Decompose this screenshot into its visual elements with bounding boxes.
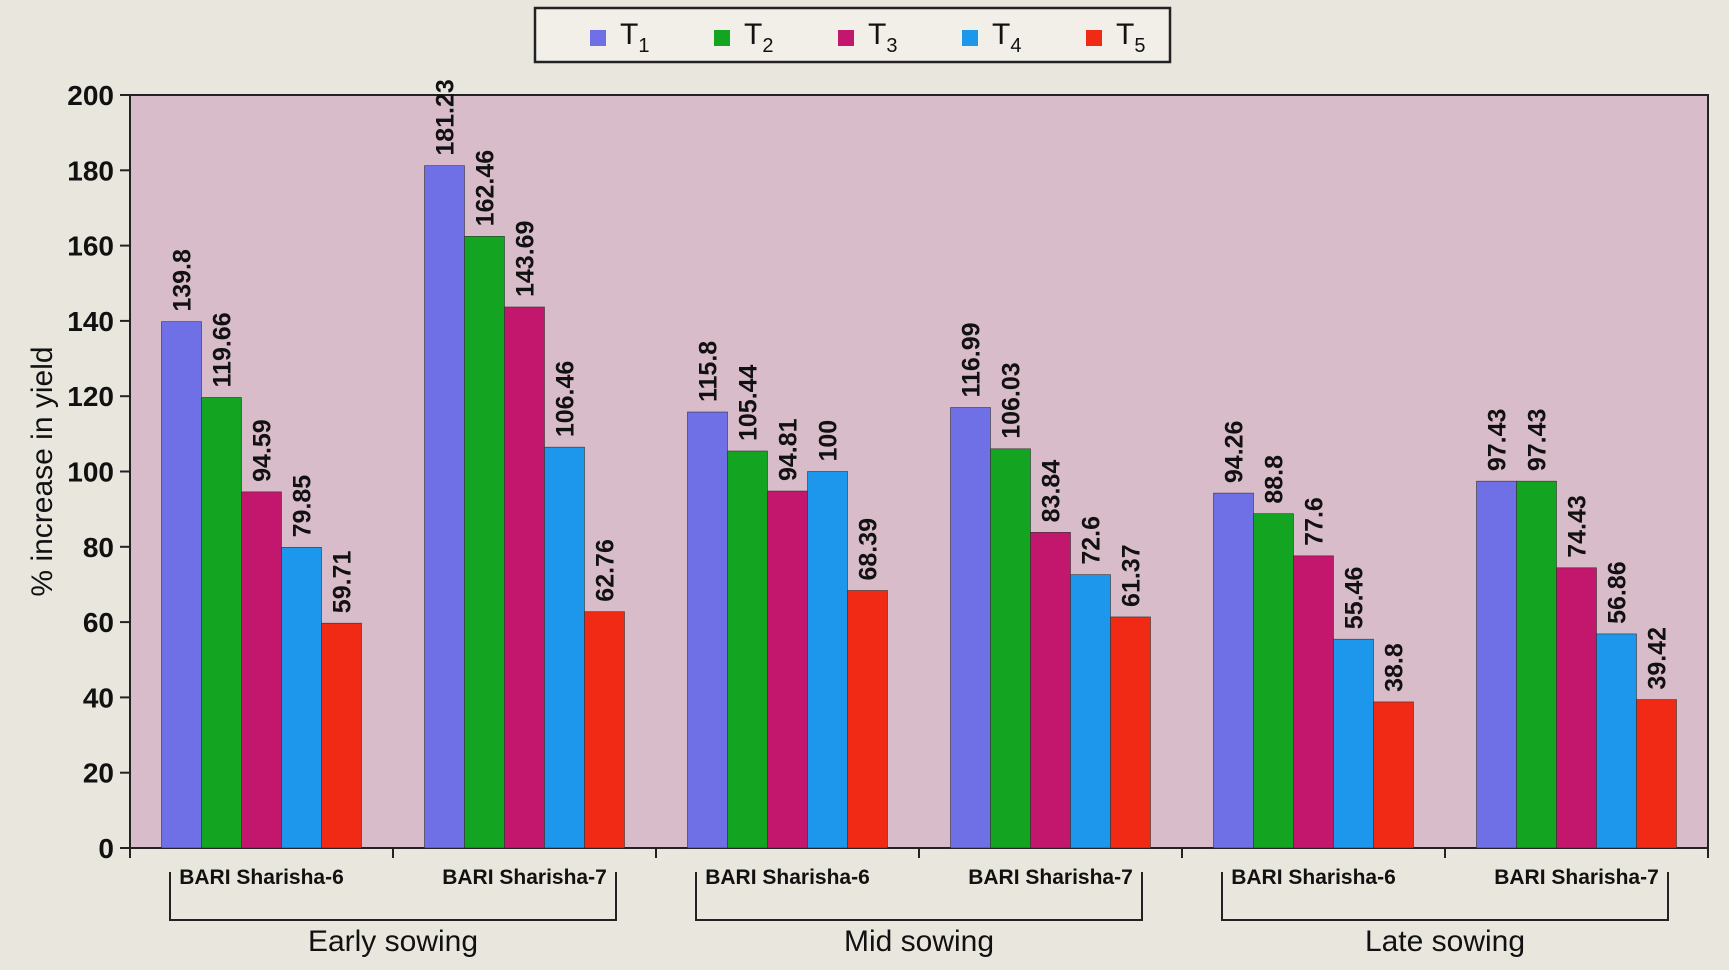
data-label: 97.43 — [1524, 409, 1552, 472]
data-label: 162.46 — [472, 150, 500, 226]
y-axis-title: % increase in yield — [26, 346, 59, 596]
legend-swatch — [838, 30, 854, 46]
bar — [1070, 574, 1111, 849]
category-label: BARI Sharisha-7 — [968, 866, 1133, 889]
legend-swatch — [962, 30, 978, 46]
legend-label: T5 — [1116, 18, 1145, 57]
bar — [464, 236, 505, 849]
y-tick-label: 180 — [67, 155, 114, 186]
bar — [1253, 513, 1294, 849]
category-label: BARI Sharisha-6 — [179, 866, 344, 889]
bar — [1516, 480, 1557, 849]
bar — [990, 448, 1031, 849]
bar — [1110, 616, 1151, 849]
group-label: Late sowing — [1365, 925, 1525, 958]
legend-swatch — [590, 30, 606, 46]
data-label: 39.42 — [1644, 627, 1672, 690]
bar — [1476, 480, 1517, 849]
legend — [533, 6, 1172, 64]
y-tick-label: 40 — [83, 682, 114, 713]
legend-swatch — [714, 30, 730, 46]
category-label: BARI Sharisha-6 — [705, 866, 870, 889]
data-label: 61.37 — [1118, 544, 1146, 607]
data-label: 181.23 — [432, 79, 460, 155]
data-label: 106.03 — [998, 362, 1026, 438]
data-label: 72.6 — [1078, 516, 1106, 565]
data-label: 143.69 — [512, 221, 540, 297]
category-label: BARI Sharisha-6 — [1231, 866, 1396, 889]
bar — [1373, 701, 1414, 849]
data-label: 139.8 — [169, 249, 197, 312]
data-label: 55.46 — [1341, 567, 1369, 630]
group-label: Mid sowing — [844, 925, 994, 958]
data-label: 83.84 — [1038, 460, 1066, 523]
bar — [847, 590, 888, 849]
y-tick-label: 20 — [83, 758, 114, 789]
bar — [950, 407, 991, 849]
y-tick-label: 120 — [67, 381, 114, 412]
bar — [767, 490, 808, 849]
data-label: 119.66 — [209, 312, 237, 387]
bar — [1030, 532, 1071, 849]
data-label: 97.43 — [1484, 409, 1512, 472]
group-bracket — [1221, 872, 1669, 921]
data-label: 62.76 — [592, 539, 620, 602]
y-tick-label: 80 — [83, 532, 114, 563]
data-label: 88.8 — [1261, 455, 1289, 504]
y-tick-label: 0 — [98, 833, 114, 864]
data-label: 100 — [815, 420, 843, 462]
data-label: 94.59 — [249, 419, 277, 482]
legend-label: T3 — [868, 18, 897, 57]
bar — [687, 411, 728, 849]
bar — [321, 622, 362, 849]
legend-label: T2 — [744, 18, 773, 57]
y-tick-label: 100 — [67, 457, 114, 488]
plot-area — [129, 94, 1709, 849]
legend-label: T4 — [992, 18, 1021, 57]
category-label: BARI Sharisha-7 — [1494, 866, 1659, 889]
bar — [424, 165, 465, 849]
legend-label: T1 — [620, 18, 649, 57]
bar — [807, 471, 848, 849]
data-label: 77.6 — [1301, 497, 1329, 546]
group-bracket — [169, 872, 617, 921]
data-label: 59.71 — [329, 551, 357, 614]
data-label: 116.99 — [958, 322, 986, 397]
data-label: 38.8 — [1381, 643, 1409, 692]
y-tick-label: 160 — [67, 231, 114, 262]
bar — [544, 446, 585, 849]
group-label: Early sowing — [308, 925, 478, 958]
data-label: 56.86 — [1604, 561, 1632, 624]
bar — [504, 306, 545, 849]
data-label: 74.43 — [1564, 495, 1592, 558]
bar — [281, 547, 322, 849]
bar — [1596, 633, 1637, 849]
bar — [1293, 555, 1334, 849]
data-label: 105.44 — [735, 364, 763, 441]
bar — [1213, 492, 1254, 849]
y-tick-label: 60 — [83, 607, 114, 638]
data-label: 94.26 — [1221, 421, 1249, 484]
group-bracket — [695, 872, 1143, 921]
bar — [1556, 567, 1597, 849]
category-label: BARI Sharisha-7 — [442, 866, 607, 889]
bar — [201, 397, 242, 849]
bar — [584, 611, 625, 849]
bar — [241, 491, 282, 849]
data-label: 115.8 — [695, 341, 723, 402]
y-tick-label: 200 — [67, 80, 114, 111]
bar — [1333, 638, 1374, 849]
y-tick-label: 140 — [67, 306, 114, 337]
data-label: 68.39 — [855, 518, 883, 581]
data-label: 94.81 — [775, 418, 803, 481]
bar — [1636, 699, 1677, 849]
data-label: 106.46 — [552, 361, 580, 437]
data-label: 79.85 — [289, 475, 317, 538]
bar — [161, 321, 202, 849]
bar — [727, 450, 768, 849]
legend-swatch — [1086, 30, 1102, 46]
